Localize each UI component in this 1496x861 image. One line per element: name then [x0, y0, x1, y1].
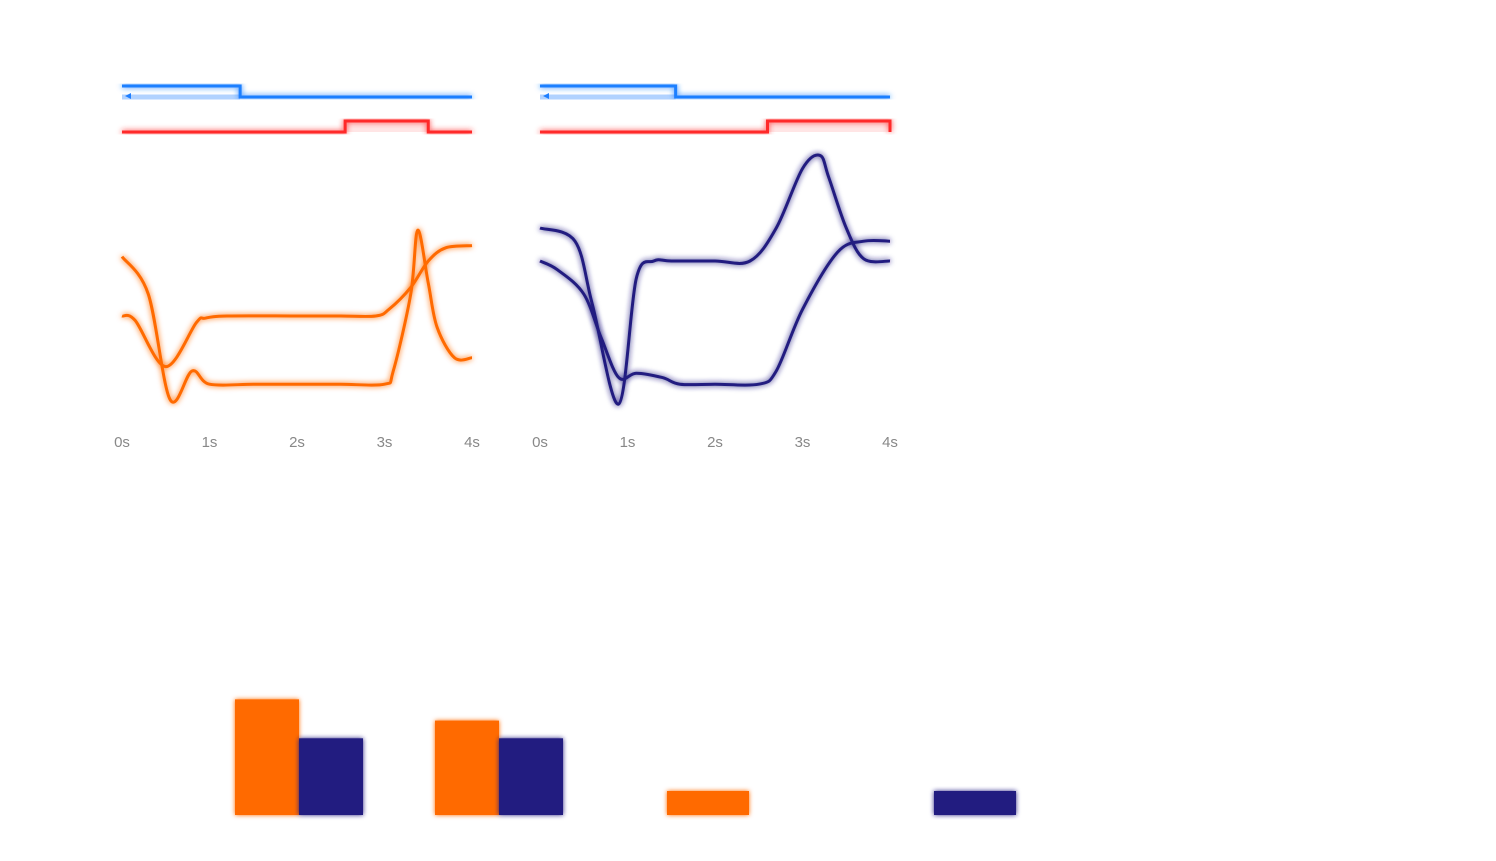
series-line-1 — [539, 153, 891, 406]
bar-chart-svg — [235, 699, 1016, 815]
series-line-1 — [120, 228, 473, 404]
closing-arrow-icon — [125, 93, 131, 99]
bar-2-2 — [499, 738, 563, 815]
bar-1-2 — [299, 738, 363, 815]
x-tick-label: 3s — [795, 434, 811, 451]
waveform-panel-left: CLAMP CLOSING TIME 1.28s CLAMP OPENING TI… — [72, 20, 532, 490]
x-tick-label: 4s — [464, 434, 480, 451]
x-tick-label: 4s — [882, 434, 898, 451]
closing-arrow-icon — [543, 93, 549, 99]
bar-2-1 — [435, 720, 499, 815]
series-line-2 — [121, 244, 473, 369]
x-tick-label: 0s — [114, 434, 130, 451]
opening-time-label: CLAMP OPENING TIME 1.38 — [729, 137, 886, 149]
x-tick-label: 1s — [202, 434, 218, 451]
waveform-panel-right: CLAMP CLOSING TIME 1.28s CLAMP OPENING TI… — [490, 20, 950, 490]
opening-time-label: CLAMP OPENING TIME 0.95 — [311, 137, 468, 149]
x-tick-label: 0s — [532, 434, 548, 451]
x-tick-label: 2s — [289, 434, 305, 451]
x-tick-label: 3s — [377, 434, 393, 451]
bar-1-1 — [235, 699, 299, 815]
bar-3-1 — [667, 791, 749, 815]
waveform-chart-right: CLAMP CLOSING TIME 1.28s CLAMP OPENING TI… — [490, 30, 940, 480]
closing-signal-line — [122, 84, 472, 99]
opening-signal-pulse — [767, 121, 890, 132]
x-tick-label: 1s — [620, 434, 636, 451]
series-line-2 — [539, 238, 891, 387]
waveform-chart-left: CLAMP CLOSING TIME 1.28s CLAMP OPENING TI… — [72, 30, 522, 480]
closing-time-label: CLAMP CLOSING TIME 1.28s — [134, 101, 295, 113]
opening-signal-pulse — [345, 121, 429, 132]
grid — [490, 30, 940, 480]
closing-time-label: CLAMP CLOSING TIME 1.28s — [552, 101, 713, 113]
grid — [72, 30, 522, 480]
opening-signal-line — [122, 119, 472, 134]
x-tick-label: 2s — [707, 434, 723, 451]
opening-signal-line — [540, 119, 892, 134]
bar-4-2 — [934, 791, 1016, 815]
closing-signal-line — [540, 84, 890, 99]
